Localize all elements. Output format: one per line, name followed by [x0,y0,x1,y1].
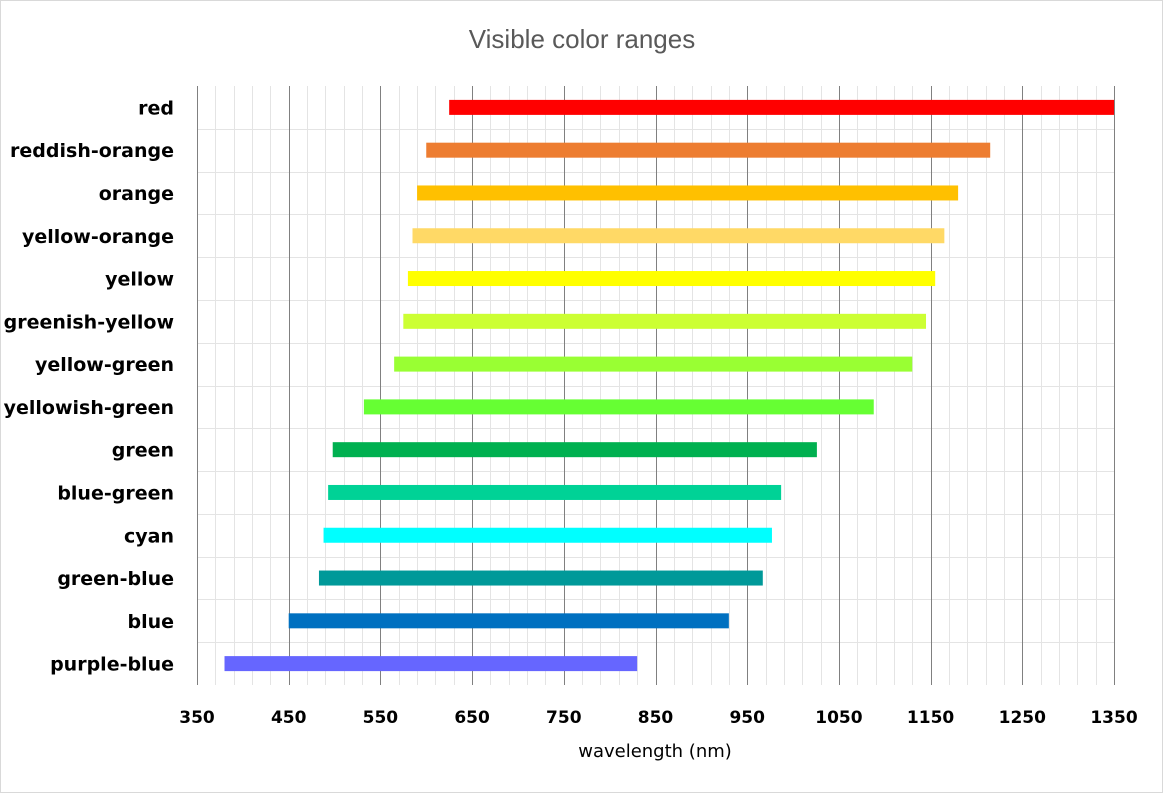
category-label-yellowish-green: yellowish-green [4,397,174,419]
range-bar-green [332,442,817,458]
range-bar-cyan [323,527,772,543]
category-labels: red reddish-orange orange yellow-orange yell… [4,97,174,675]
category-label-reddish-orange: reddish-orange [10,140,174,162]
range-bar-green-blue [318,570,763,586]
x-tick-label: 950 [729,708,765,728]
category-label-green-blue: green-blue [57,568,174,590]
range-bar-greenish-yellow [403,313,927,329]
range-bar-yellowish-green [363,399,874,415]
category-label-red: red [138,97,174,119]
x-tick-labels: 350 450 550 650 750 850 950 1050 1150 1250 1350 [179,708,1138,728]
x-tick-label: 1150 [907,708,954,728]
bars-layer [224,99,1114,672]
chart-title: Visible color ranges [469,24,695,54]
x-tick-label: 550 [363,708,399,728]
range-bar-red [449,99,1114,115]
range-bar-purple-blue [224,656,638,672]
category-label-purple-blue: purple-blue [50,654,174,676]
x-tick-label: 1250 [999,708,1046,728]
x-tick-label: 1050 [815,708,862,728]
category-label-greenish-yellow: greenish-yellow [4,311,174,333]
category-label-yellow: yellow [105,269,174,291]
category-label-cyan: cyan [124,525,174,547]
x-tick-label: 1350 [1090,708,1137,728]
range-bar-reddish-orange [426,142,991,158]
category-label-blue: blue [127,611,174,633]
category-label-yellow-orange: yellow-orange [22,226,174,248]
grid-layer [197,86,1115,685]
x-tick-label: 350 [179,708,215,728]
range-bar-yellow-green [394,356,913,372]
category-label-orange: orange [99,183,174,205]
category-label-green: green [112,440,174,462]
category-label-yellow-green: yellow-green [35,354,174,376]
category-label-blue-green: blue-green [57,482,174,504]
x-tick-label: 750 [546,708,582,728]
range-bar-blue [288,613,729,629]
x-tick-label: 450 [271,708,307,728]
x-tick-label: 650 [454,708,490,728]
range-bar-blue-green [328,484,782,500]
x-tick-label: 850 [638,708,674,728]
x-axis-title: wavelength (nm) [578,741,732,762]
range-bar-yellow [407,271,936,287]
range-bar-yellow-orange [412,228,945,244]
range-bar-orange [417,185,959,201]
